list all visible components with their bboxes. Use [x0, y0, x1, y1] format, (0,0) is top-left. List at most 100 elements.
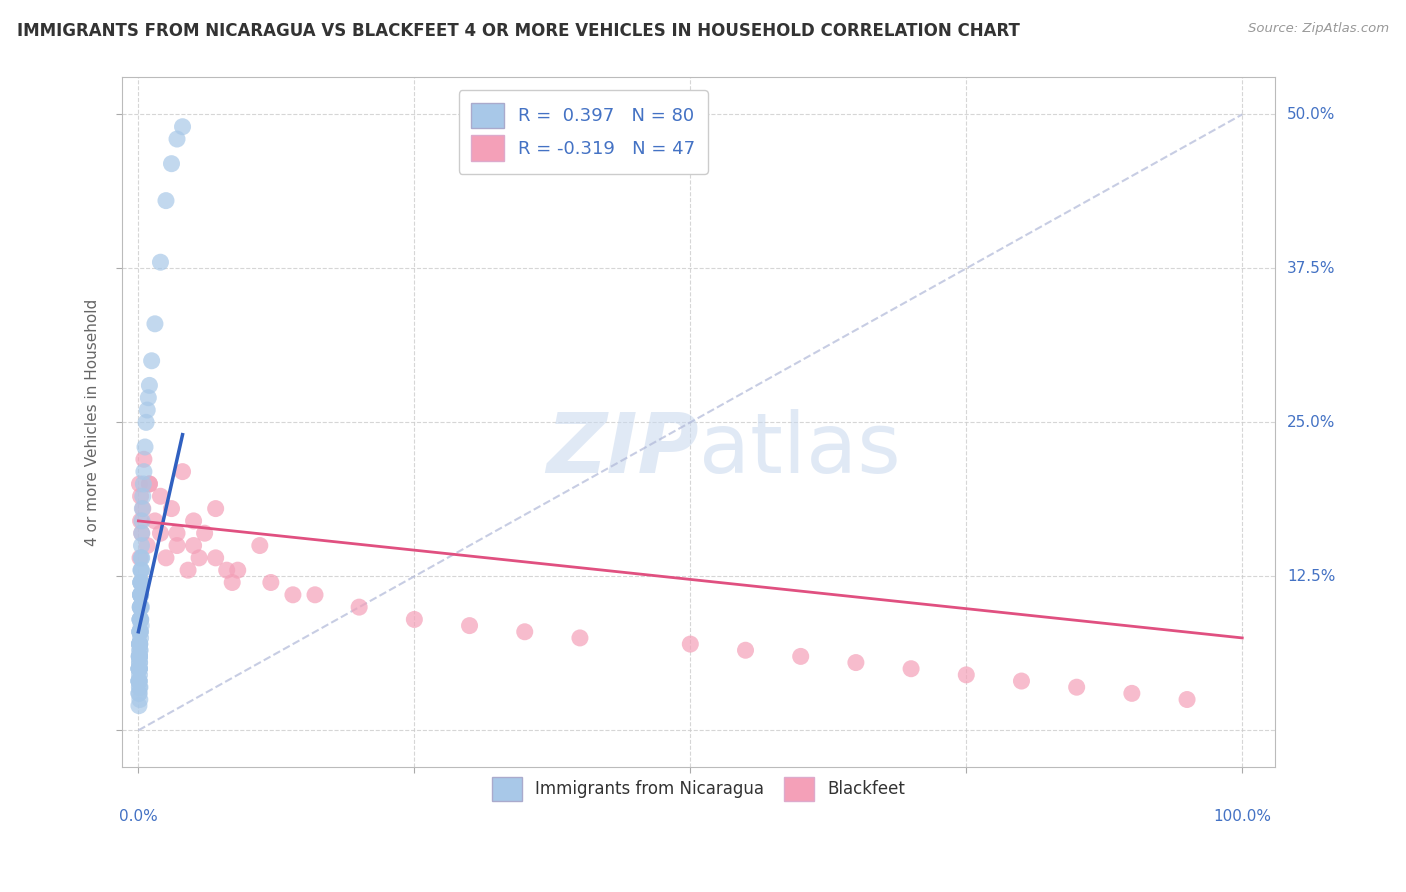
Point	[568, 631, 591, 645]
Point	[131, 514, 153, 528]
Point	[129, 575, 152, 590]
Point	[129, 618, 152, 632]
Point	[281, 588, 304, 602]
Point	[155, 550, 177, 565]
Point	[128, 637, 150, 651]
Point	[129, 514, 152, 528]
Point	[172, 120, 194, 134]
Point	[160, 156, 183, 170]
Point	[128, 624, 150, 639]
Point	[249, 539, 271, 553]
Point	[129, 600, 152, 615]
Text: 25.0%: 25.0%	[1286, 415, 1336, 430]
Point	[149, 255, 172, 269]
Point	[129, 588, 152, 602]
Point	[129, 563, 152, 577]
Point	[129, 575, 152, 590]
Point	[129, 588, 152, 602]
Point	[166, 539, 188, 553]
Text: IMMIGRANTS FROM NICARAGUA VS BLACKFEET 4 OR MORE VEHICLES IN HOUSEHOLD CORRELATI: IMMIGRANTS FROM NICARAGUA VS BLACKFEET 4…	[17, 22, 1019, 40]
Point	[128, 662, 150, 676]
Point	[129, 643, 152, 657]
Point	[260, 575, 283, 590]
Point	[129, 624, 152, 639]
Point	[128, 686, 150, 700]
Point	[128, 673, 150, 688]
Point	[128, 637, 150, 651]
Point	[128, 649, 150, 664]
Point	[128, 656, 150, 670]
Point	[136, 391, 159, 405]
Text: atlas: atlas	[699, 409, 900, 491]
Point	[128, 692, 150, 706]
Point	[789, 649, 811, 664]
Point	[129, 624, 152, 639]
Point	[129, 600, 152, 615]
Point	[129, 612, 152, 626]
Point	[128, 698, 150, 713]
Text: ZIP: ZIP	[546, 409, 699, 491]
Point	[129, 489, 152, 503]
Point	[129, 588, 152, 602]
Point	[458, 618, 481, 632]
Point	[138, 477, 160, 491]
Text: 50.0%: 50.0%	[1286, 107, 1336, 122]
Point	[129, 563, 152, 577]
Y-axis label: 4 or more Vehicles in Household: 4 or more Vehicles in Household	[86, 299, 100, 546]
Point	[128, 643, 150, 657]
Point	[128, 656, 150, 670]
Point	[160, 501, 183, 516]
Point	[132, 465, 155, 479]
Point	[128, 649, 150, 664]
Point	[513, 624, 536, 639]
Point	[129, 600, 152, 615]
Point	[900, 662, 922, 676]
Point	[138, 378, 160, 392]
Point	[129, 680, 152, 694]
Point	[128, 662, 150, 676]
Point	[955, 668, 977, 682]
Point	[129, 624, 152, 639]
Point	[128, 673, 150, 688]
Point	[136, 403, 159, 417]
Point	[166, 132, 188, 146]
Point	[128, 649, 150, 664]
Point	[404, 612, 426, 626]
Point	[149, 526, 172, 541]
Point	[177, 563, 200, 577]
Point	[131, 563, 153, 577]
Point	[128, 649, 150, 664]
Point	[128, 649, 150, 664]
Point	[131, 539, 153, 553]
Point	[128, 673, 150, 688]
Point	[128, 662, 150, 676]
Point	[172, 465, 194, 479]
Point	[129, 612, 152, 626]
Point	[131, 526, 153, 541]
Text: Source: ZipAtlas.com: Source: ZipAtlas.com	[1249, 22, 1389, 36]
Point	[128, 477, 150, 491]
Point	[128, 662, 150, 676]
Point	[128, 686, 150, 700]
Point	[679, 637, 702, 651]
Text: 37.5%: 37.5%	[1286, 260, 1336, 276]
Point	[129, 600, 152, 615]
Point	[226, 563, 249, 577]
Point	[149, 489, 172, 503]
Point	[1121, 686, 1143, 700]
Point	[129, 575, 152, 590]
Point	[166, 526, 188, 541]
Point	[129, 612, 152, 626]
Point	[845, 656, 868, 670]
Point	[131, 550, 153, 565]
Point	[131, 501, 153, 516]
Point	[1011, 673, 1033, 688]
Point	[134, 440, 156, 454]
Point	[136, 539, 159, 553]
Point	[132, 489, 155, 503]
Point	[132, 477, 155, 491]
Point	[183, 539, 205, 553]
Point	[143, 317, 166, 331]
Point	[128, 673, 150, 688]
Text: 100.0%: 100.0%	[1213, 809, 1271, 823]
